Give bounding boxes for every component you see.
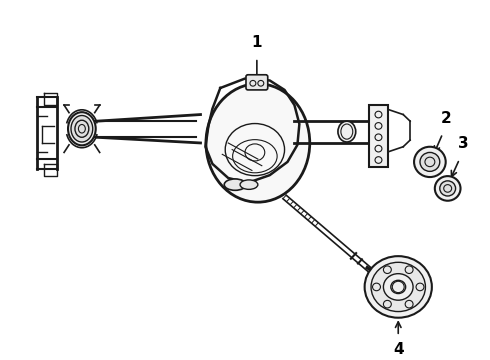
Text: 4: 4 (393, 342, 404, 357)
Ellipse shape (435, 176, 461, 201)
Ellipse shape (440, 181, 456, 196)
FancyBboxPatch shape (246, 75, 268, 90)
Ellipse shape (71, 116, 93, 142)
Ellipse shape (224, 179, 246, 190)
Text: 1: 1 (251, 35, 262, 50)
Bar (368, 105, 389, 167)
Text: 3: 3 (458, 135, 469, 150)
Text: 2: 2 (441, 111, 451, 126)
Ellipse shape (68, 112, 96, 145)
Ellipse shape (338, 121, 356, 142)
Ellipse shape (420, 152, 440, 171)
Ellipse shape (414, 147, 446, 177)
Ellipse shape (240, 180, 258, 189)
Ellipse shape (371, 262, 425, 311)
Ellipse shape (206, 84, 310, 202)
Ellipse shape (365, 256, 432, 318)
Ellipse shape (383, 274, 413, 300)
